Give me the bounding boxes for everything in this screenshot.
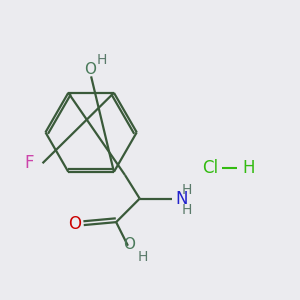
Text: H: H [242,159,255,177]
Text: H: H [137,250,148,265]
Text: F: F [25,154,34,172]
Text: Cl: Cl [202,159,218,177]
Text: O: O [84,61,96,76]
Text: O: O [123,237,135,252]
Text: O: O [68,214,81,232]
Text: H: H [182,203,192,218]
Text: H: H [96,53,106,67]
Text: N: N [175,190,188,208]
Text: H: H [182,183,192,197]
